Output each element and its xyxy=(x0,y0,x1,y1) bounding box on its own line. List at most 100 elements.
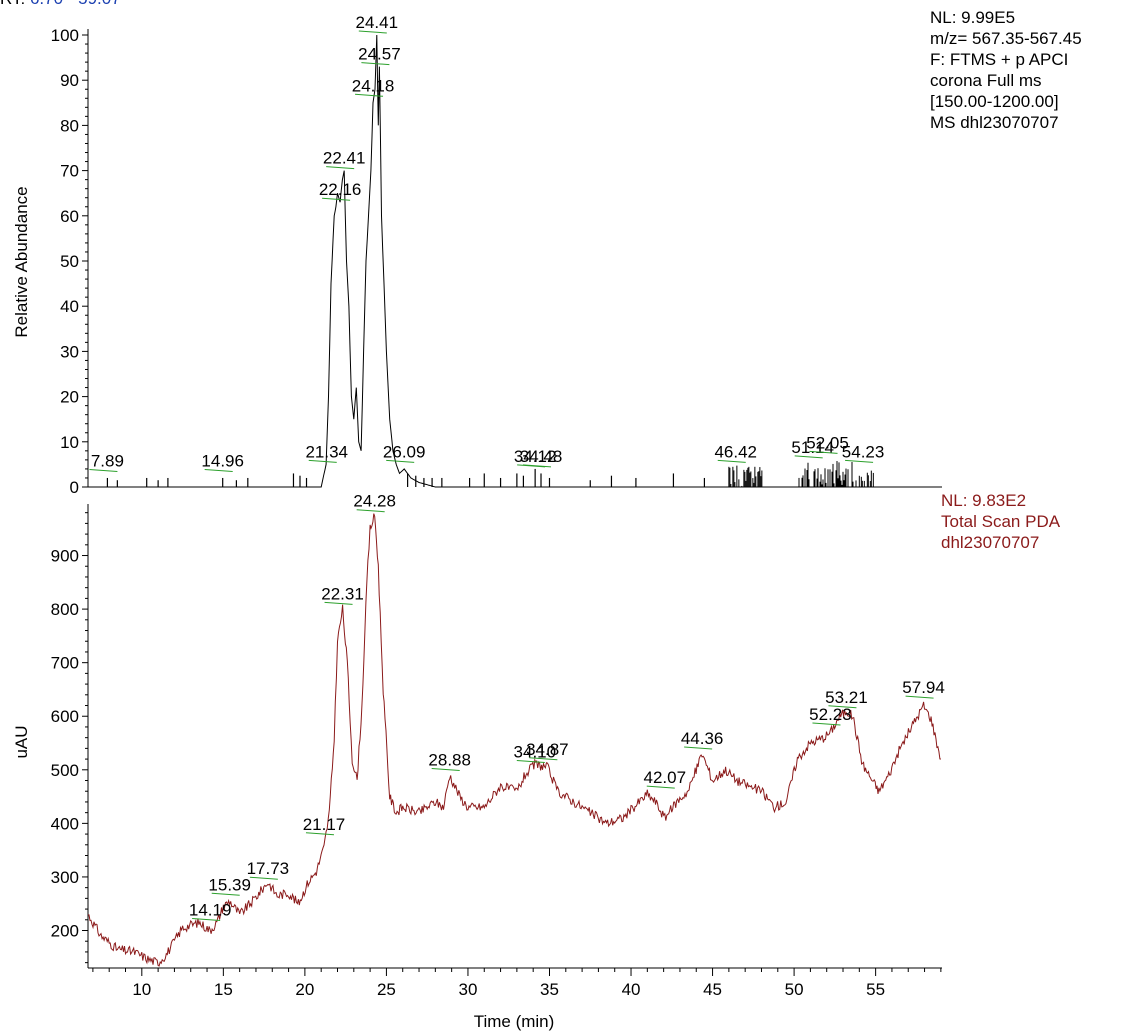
y-tick-label: 30 xyxy=(60,342,79,361)
x-tick-label: 55 xyxy=(866,980,885,999)
peak-label-marker xyxy=(717,459,746,463)
peak-label: 22.31 xyxy=(321,584,364,603)
chromatogram-trace xyxy=(88,34,942,488)
pda-info-line: Total Scan PDA xyxy=(941,512,1061,531)
peak-label-marker xyxy=(828,705,857,709)
x-tick-label: 35 xyxy=(540,980,559,999)
peak-label: 57.94 xyxy=(902,678,945,697)
peak-label: 42.07 xyxy=(644,768,687,787)
peak-label: 24.18 xyxy=(352,76,395,95)
x-tick-label: 15 xyxy=(214,980,233,999)
y-tick-label: 40 xyxy=(60,297,79,316)
x-tick-label: 10 xyxy=(132,980,151,999)
pda-info-line: NL: 9.83E2 xyxy=(941,491,1027,510)
peak-label: 34.10 xyxy=(514,742,557,761)
rt-range-value: 6.70 - 59.07 xyxy=(30,0,121,8)
rt-prefix: RT: xyxy=(0,0,25,8)
peak-label: 34.12 xyxy=(514,447,557,466)
peak-label: 14.96 xyxy=(201,451,244,470)
peak-label-marker xyxy=(905,695,934,699)
x-tick-label: 40 xyxy=(622,980,641,999)
x-axis-label: Time (min) xyxy=(474,1012,555,1031)
y-tick-label: 300 xyxy=(51,868,79,887)
peak-label: 24.57 xyxy=(358,45,401,64)
peak-label-marker xyxy=(322,197,351,201)
peak-label: 24.41 xyxy=(356,13,399,32)
y-tick-label: 0 xyxy=(70,478,79,497)
peak-label-marker xyxy=(794,455,823,459)
ms-info-line: NL: 9.99E5 xyxy=(930,8,1016,27)
peak-label: 21.17 xyxy=(303,815,346,834)
bottom-y-axis-label: uAU xyxy=(12,725,31,758)
peak-label: 28.88 xyxy=(428,750,471,769)
y-tick-label: 500 xyxy=(51,761,79,780)
peak-label: 24.28 xyxy=(353,492,396,511)
peak-label-marker xyxy=(529,757,558,761)
peak-label-marker xyxy=(305,832,334,836)
y-tick-label: 80 xyxy=(60,116,79,135)
peak-label-marker xyxy=(812,722,841,726)
peak-label-marker xyxy=(358,30,387,34)
y-tick-label: 200 xyxy=(51,922,79,941)
peak-label-marker xyxy=(522,464,552,468)
x-tick-label: 20 xyxy=(295,980,314,999)
peak-label-marker xyxy=(326,166,355,170)
peak-label-marker xyxy=(89,468,118,472)
peak-label: 14.19 xyxy=(189,900,232,919)
peak-label-marker xyxy=(646,785,675,789)
peak-label: 15.39 xyxy=(208,875,251,894)
y-tick-label: 20 xyxy=(60,388,79,407)
peak-label-marker xyxy=(845,459,874,463)
peak-label-marker xyxy=(308,459,337,463)
ms-chromatogram-panel: 0 10 20 30 40 50 60 70 80 90 100 7.89 14.96 21.34 22.1… xyxy=(51,13,942,497)
peak-label-marker xyxy=(431,767,460,771)
ms-info-line: [150.00-1200.00] xyxy=(930,92,1059,111)
peak-label-marker xyxy=(249,876,278,880)
peak-label: 17.73 xyxy=(247,859,290,878)
ms-scan-info: NL: 9.99E5 m/z= 567.35-567.45 F: FTMS + … xyxy=(930,7,1082,133)
y-tick-label: 10 xyxy=(60,433,79,452)
y-tick-label: 900 xyxy=(51,547,79,566)
peak-label-marker xyxy=(204,468,233,472)
peak-label: 53.21 xyxy=(825,688,868,707)
y-tick-label: 70 xyxy=(60,162,79,181)
peak-label: 26.09 xyxy=(383,442,426,461)
peak-label: 22.41 xyxy=(323,149,366,168)
y-tick-label: 100 xyxy=(51,26,79,45)
peak-label: 52.05 xyxy=(806,433,849,452)
ms-info-line: corona Full ms xyxy=(930,71,1042,90)
peak-label: 34.87 xyxy=(526,740,569,759)
y-tick-label: 60 xyxy=(60,207,79,226)
rt-range-label: RT: 6.70 - 59.07 xyxy=(0,0,121,9)
chromatogram-trace xyxy=(88,513,941,967)
peak-label-marker xyxy=(809,450,838,454)
peak-label: 44.36 xyxy=(681,729,724,748)
top-y-axis-label: Relative Abundance xyxy=(12,186,31,337)
peak-label-marker xyxy=(211,892,240,896)
x-tick-label: 45 xyxy=(703,980,722,999)
ms-info-line: F: FTMS + p APCI xyxy=(930,50,1069,69)
peak-label: 22.16 xyxy=(319,180,362,199)
peak-label: 7.89 xyxy=(91,451,124,470)
x-tick-label: 30 xyxy=(458,980,477,999)
x-tick-label: 25 xyxy=(377,980,396,999)
y-tick-label: 700 xyxy=(51,654,79,673)
pda-info-line: dhl23070707 xyxy=(941,533,1040,552)
peak-label-marker xyxy=(356,509,385,513)
y-tick-label: 600 xyxy=(51,707,79,726)
ms-info-line: m/z= 567.35-567.45 xyxy=(930,29,1082,48)
peak-label: 46.42 xyxy=(714,442,757,461)
y-tick-label: 50 xyxy=(60,252,79,271)
pda-chromatogram-panel: 200 300 400 500 600 700 800 900 10 15 20 25 30 35 40 45… xyxy=(51,492,945,999)
y-tick-label: 400 xyxy=(51,814,79,833)
peak-label-marker xyxy=(386,459,415,463)
pda-scan-info: NL: 9.83E2 Total Scan PDA dhl23070707 xyxy=(941,490,1060,553)
ms-info-line: MS dhl23070707 xyxy=(930,113,1059,132)
y-tick-label: 90 xyxy=(60,71,79,90)
peak-label-marker xyxy=(324,601,353,605)
peak-label: 52.23 xyxy=(809,705,852,724)
peak-label-marker xyxy=(192,917,221,921)
peak-label: 34.48 xyxy=(520,447,563,466)
x-tick-label: 50 xyxy=(785,980,804,999)
peak-label-marker xyxy=(684,746,713,750)
